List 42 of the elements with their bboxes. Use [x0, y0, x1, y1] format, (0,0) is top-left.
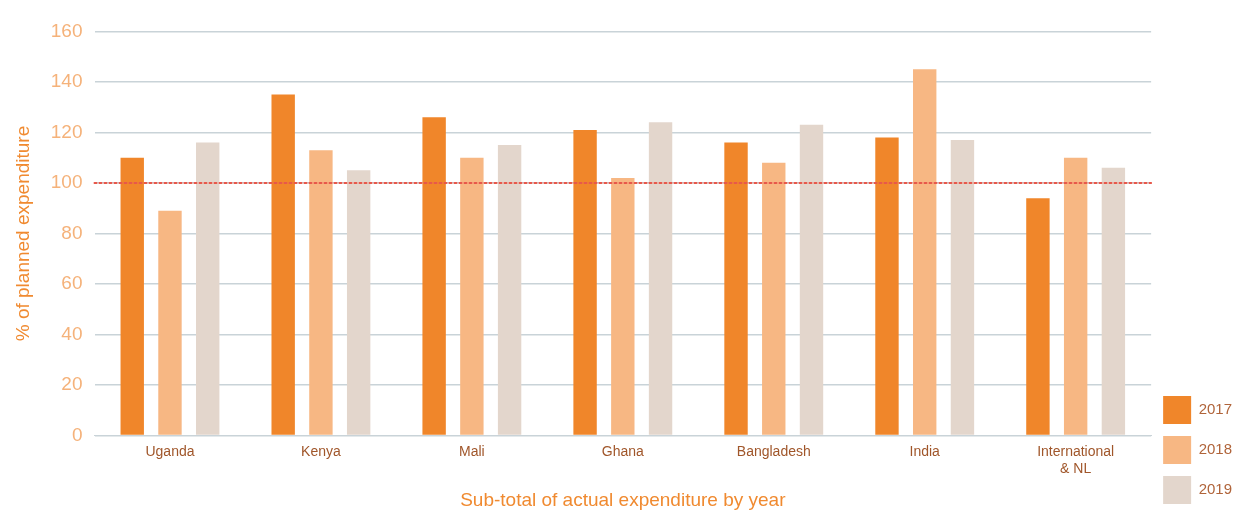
- bar: [422, 117, 446, 435]
- bar: [1026, 198, 1050, 435]
- bar: [573, 129, 597, 435]
- y-tick-label: 40: [61, 322, 83, 344]
- y-tick-label: 20: [61, 373, 83, 395]
- x-tick-label: Uganda: [145, 442, 195, 459]
- bar: [460, 157, 484, 435]
- x-tick-label: Kenya: [301, 442, 341, 459]
- y-tick-label: 60: [61, 272, 83, 294]
- bar: [346, 170, 371, 435]
- bar: [611, 177, 635, 435]
- y-tick-label: 0: [71, 423, 83, 445]
- y-tick-label: 140: [50, 70, 83, 92]
- bar: [158, 210, 182, 435]
- bar: [497, 145, 522, 435]
- bar: [648, 122, 673, 435]
- y-tick-label: 100: [50, 171, 83, 193]
- bar: [950, 140, 975, 435]
- bar: [724, 142, 748, 435]
- bar: [271, 94, 295, 435]
- x-tick-label: Ghana: [601, 442, 645, 459]
- y-axis-title: % of planned expenditure: [11, 125, 33, 342]
- x-tick-label: Mali: [459, 442, 485, 459]
- legend-label: 2017: [1198, 400, 1233, 418]
- y-tick-label: 160: [50, 19, 83, 41]
- bar: [799, 124, 824, 435]
- x-tick-label: International & NL: [1037, 442, 1115, 476]
- bar: [762, 162, 786, 435]
- bar: [913, 69, 937, 435]
- legend-label: 2019: [1198, 480, 1233, 498]
- legend-label: 2018: [1198, 440, 1233, 458]
- bar: [309, 150, 333, 435]
- bar: [1101, 167, 1126, 435]
- x-tick-label: Bangladesh: [736, 442, 811, 459]
- bar: [196, 142, 220, 435]
- y-tick-label: 120: [50, 120, 83, 142]
- y-tick-label: 80: [61, 221, 83, 243]
- bar: [120, 157, 144, 435]
- x-axis-title: Sub-total of actual expenditure by year: [460, 488, 787, 510]
- bar: [875, 137, 899, 435]
- bar: [1063, 157, 1088, 435]
- x-tick-label: India: [909, 442, 941, 459]
